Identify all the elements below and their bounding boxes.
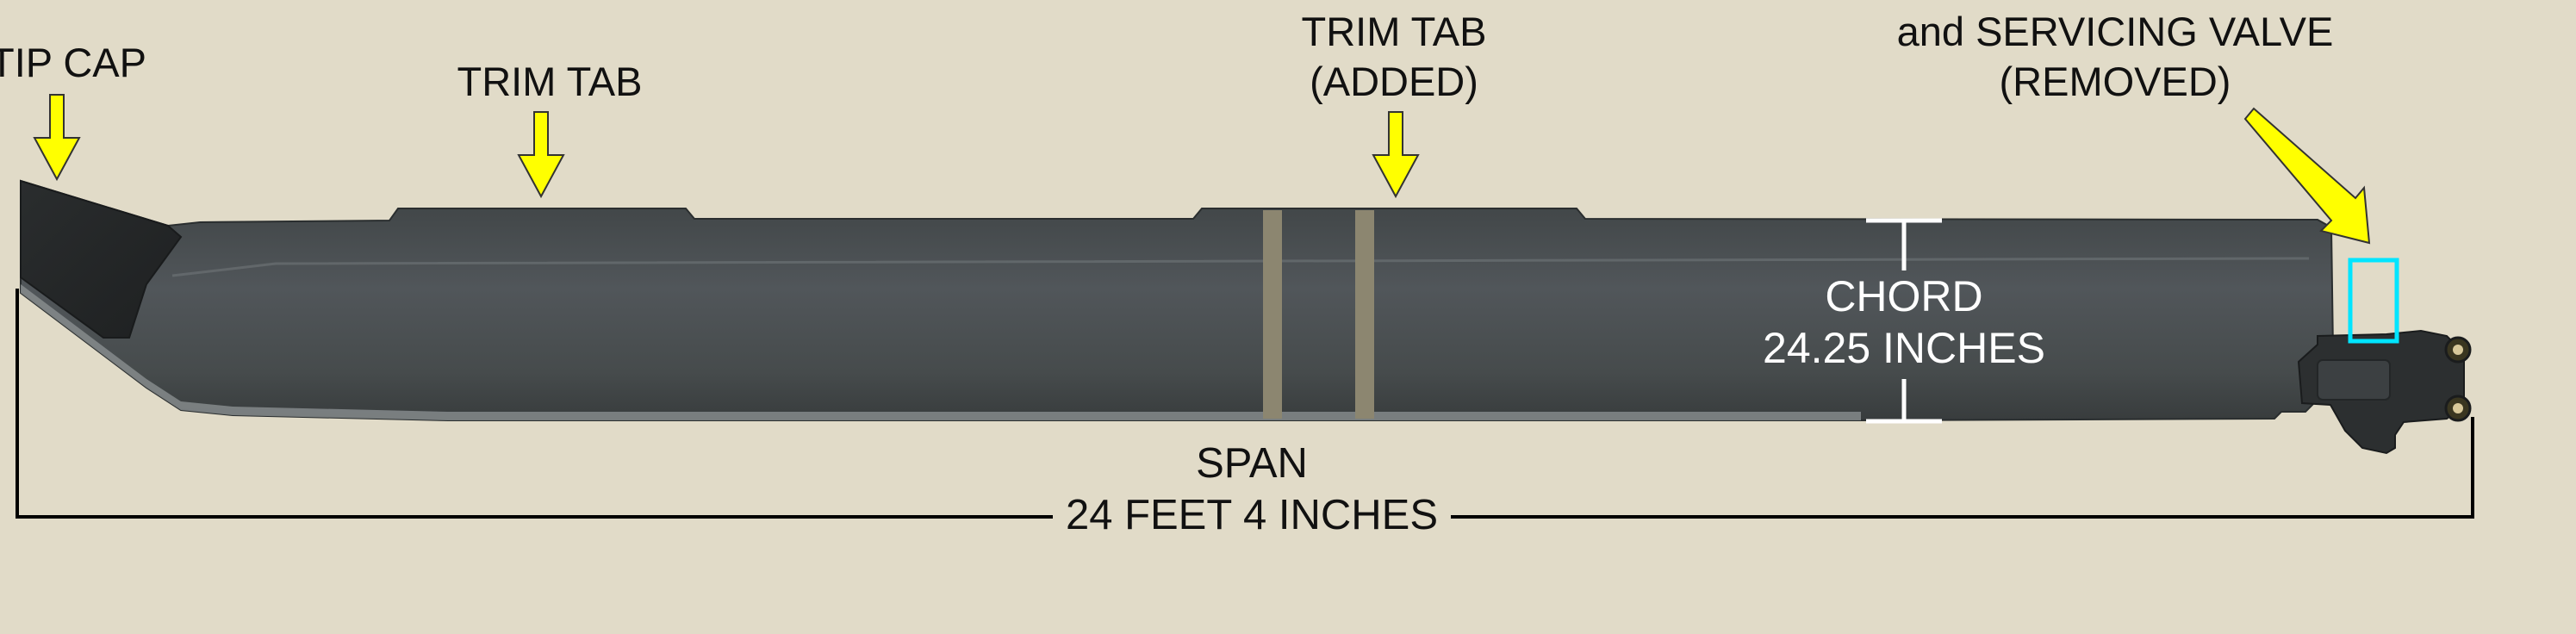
chord-label: CHORD 24.25 INCHES xyxy=(1740,270,2068,374)
span-line2: 24 FEET 4 INCHES xyxy=(1065,492,1439,538)
trim-tab-added-line2: (ADDED) xyxy=(1310,59,1478,104)
trim-tab-added-arrow-icon xyxy=(1372,111,1420,199)
span-dimension xyxy=(16,289,2474,519)
servicing-valve-label: and SERVICING VALVE (REMOVED) xyxy=(1861,7,2369,107)
span-line1: SPAN xyxy=(1196,440,1308,487)
servicing-valve-box xyxy=(2348,258,2399,344)
trim-tab-band-1 xyxy=(1263,210,1282,419)
trim-tab-label: TRIM TAB xyxy=(457,59,643,104)
span-label: SPAN 24 FEET 4 INCHES xyxy=(1034,438,1470,541)
trim-tab-added-line1: TRIM TAB xyxy=(1301,9,1487,54)
chord-dimension xyxy=(1866,218,1942,424)
servicing-valve-arrow-icon xyxy=(2243,107,2371,245)
trim-tab-band-2 xyxy=(1355,210,1374,419)
tip-cap xyxy=(20,179,183,339)
root-bolt-lower-center xyxy=(2453,403,2463,413)
tip-cap-label: TIP CAP xyxy=(0,40,146,85)
spar-line xyxy=(171,257,2310,277)
servicing-valve-line2: (REMOVED) xyxy=(1999,59,2231,104)
chord-line2: 24.25 INCHES xyxy=(1763,324,2045,372)
trim-tab-added-label: TRIM TAB (ADDED) xyxy=(1273,7,1515,107)
servicing-valve-line1: and SERVICING VALVE xyxy=(1896,9,2334,54)
tip-cap-arrow-icon xyxy=(33,94,81,182)
trim-tab-arrow-icon xyxy=(517,111,565,199)
chord-line1: CHORD xyxy=(1825,272,1983,320)
root-bolt-upper-center xyxy=(2453,345,2463,355)
root-fitting-plate xyxy=(2317,359,2391,401)
trailing-edge-strip xyxy=(21,284,1861,420)
